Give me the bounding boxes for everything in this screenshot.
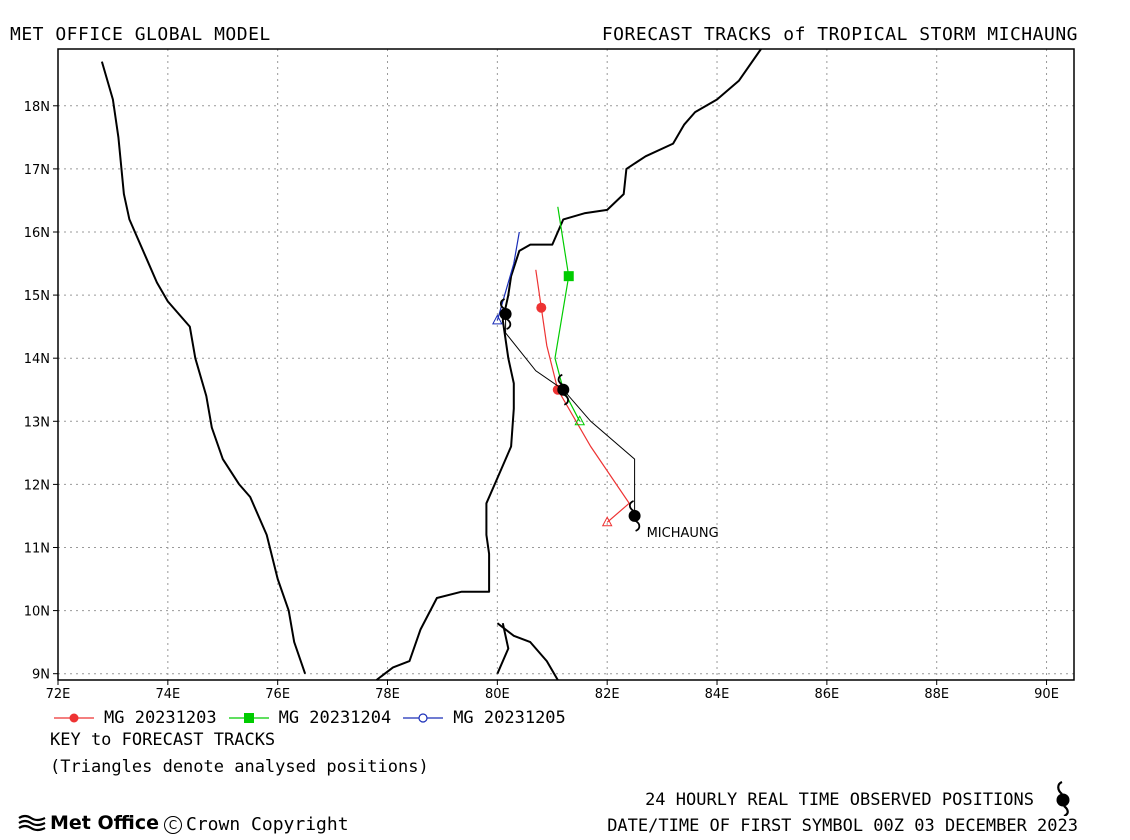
copyright-notice: C Crown Copyright <box>164 814 349 835</box>
tick-label-lat: 18N <box>24 100 50 115</box>
tick-label-lat: 9N <box>32 668 50 683</box>
forecast-track-map: 72E 74E 76E 78E 80E 82E 84E 86E 88E 90E 9N 10N 11N 12… <box>24 48 1075 700</box>
storm-symbol-arm <box>563 393 569 406</box>
tick-label-lon: 72E <box>46 687 71 700</box>
tropical-storm-icon <box>1056 780 1070 816</box>
copyright-icon: C <box>164 815 182 834</box>
legend-key-note: (Triangles denote analysed positions) <box>50 757 429 777</box>
storm-symbol-arm <box>557 373 563 386</box>
observed-track-line <box>505 314 636 516</box>
storm-symbol-arm <box>506 318 512 330</box>
legend-label: MG 20231205 <box>453 708 566 728</box>
coastline-layer <box>100 48 762 681</box>
tropical-storm-symbol <box>499 298 512 330</box>
tick-label-lat: 13N <box>24 415 50 430</box>
logo-text: Met Office <box>50 812 159 834</box>
storm-symbol-arm <box>499 298 506 310</box>
tick-label-lon: 84E <box>705 687 730 700</box>
tick-label-lat: 17N <box>24 163 50 178</box>
tick-label-lon: 74E <box>155 687 180 700</box>
first-symbol-date-line: DATE/TIME OF FIRST SYMBOL 00Z 03 DECEMBE… <box>607 816 1078 836</box>
tick-label-lon: 86E <box>814 687 839 700</box>
tick-label-lon: 90E <box>1034 687 1059 700</box>
header-chart-title: FORECAST TRACKS of TROPICAL STORM MICHAU… <box>601 24 1078 45</box>
forecast-marker-circle <box>536 302 547 313</box>
legend-swatch-red-circle <box>54 713 94 723</box>
storm-symbol-arm <box>628 500 635 512</box>
coastline <box>375 48 762 681</box>
analysed-position-triangle <box>601 516 613 527</box>
axis-ticks: 72E 74E 76E 78E 80E 82E 84E 86E 88E 90E 9N 10N 11N 12… <box>24 100 1059 700</box>
tropical-storm-symbol <box>628 500 641 532</box>
tracks-layer <box>492 206 641 532</box>
coastline <box>100 61 307 675</box>
legend-swatch-green-square <box>228 713 269 723</box>
storm-symbol-arm <box>635 520 641 532</box>
forecast-marker-square <box>563 271 574 282</box>
tick-label-lon: 76E <box>265 687 290 700</box>
legend-label: MG 20231204 <box>278 708 392 728</box>
legend-label: MG 20231203 <box>104 708 217 728</box>
tick-label-lon: 80E <box>485 687 510 700</box>
met-office-logo: Met Office <box>18 812 159 834</box>
tick-label-lon: 88E <box>924 687 949 700</box>
legend-key-title: KEY to FORECAST TRACKS <box>50 730 276 750</box>
legend-item-mg-20231204: MG 20231204 <box>227 708 392 728</box>
tick-label-lat: 14N <box>24 352 50 367</box>
legend-swatch-blue-open-circle <box>403 713 444 723</box>
tick-label-lat: 15N <box>24 289 50 304</box>
storm-symbol-core <box>557 383 570 396</box>
tick-label-lat: 11N <box>24 541 50 556</box>
legend-item-mg-20231203: MG 20231203 <box>52 708 217 728</box>
analysed-position-triangle <box>574 415 586 426</box>
map-grid <box>57 49 1074 680</box>
forecast-track-line <box>496 231 520 321</box>
copyright-text: Crown Copyright <box>186 814 349 835</box>
tropical-storm-symbol <box>557 373 570 406</box>
coastline <box>496 622 510 675</box>
tick-label-lat: 10N <box>24 605 50 620</box>
coastline <box>496 622 559 681</box>
tick-label-lon: 78E <box>375 687 400 700</box>
tick-label-lat: 16N <box>24 226 50 241</box>
storm-symbol-core <box>628 509 641 522</box>
header-model-title: MET OFFICE GLOBAL MODEL <box>10 24 271 45</box>
track-legend: MG 20231203 MG 20231204 MG 20231205 <box>52 708 576 728</box>
met-office-waves-icon <box>18 814 46 832</box>
storm-symbol-core <box>499 308 512 320</box>
observed-positions-note: 24 HOURLY REAL TIME OBSERVED POSITIONS <box>645 790 1034 810</box>
analysed-position-triangle <box>492 314 503 325</box>
legend-item-mg-20231205: MG 20231205 <box>401 708 566 728</box>
tick-label-lon: 82E <box>595 687 620 700</box>
tick-label-lat: 12N <box>24 478 50 493</box>
map-frame <box>57 48 1075 681</box>
forecast-track-line <box>535 269 630 523</box>
storm-name-label: MICHAUNG <box>647 526 719 541</box>
